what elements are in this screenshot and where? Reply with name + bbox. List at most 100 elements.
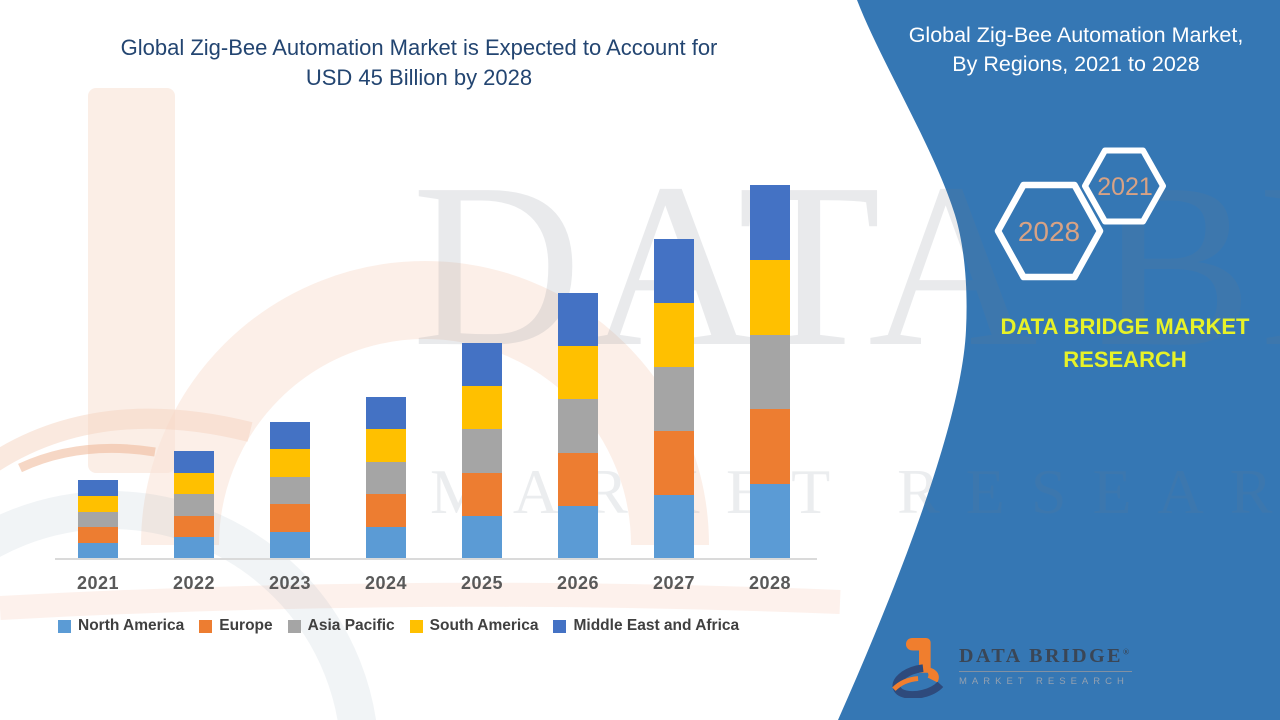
- bar-2028-segment-south-america: [750, 259, 790, 335]
- panel-title-line1: Global Zig-Bee Automation Market,: [908, 23, 1244, 47]
- legend-swatch-middle-east-and-africa: [553, 619, 567, 633]
- bar-2023: [270, 422, 310, 559]
- footer-logo: DATA BRIDGE® MARKET RESEARCH: [891, 634, 1132, 698]
- bar-2024-segment-north-america: [366, 526, 406, 559]
- watermark-underline-band: [0, 582, 841, 620]
- legend-label-south-america: South America: [429, 617, 539, 634]
- bar-2024-segment-asia-pacific: [366, 461, 406, 495]
- bar-2027-segment-north-america: [654, 495, 694, 559]
- x-axis-line: [55, 558, 817, 560]
- hexagon-2028-label: 2028: [1018, 216, 1080, 247]
- bar-2027-segment-south-america: [654, 303, 694, 367]
- xtick-2025: 2025: [460, 573, 504, 593]
- bar-2025-segment-asia-pacific: [462, 429, 502, 473]
- bar-2028: [750, 185, 790, 559]
- legend-item-europe: Europe: [199, 617, 273, 635]
- watermark-swoosh-accent: [18, 443, 156, 473]
- bar-2027-segment-middle-east-and-africa: [654, 239, 694, 303]
- bar-2027: [654, 239, 694, 559]
- bar-2021-segment-middle-east-and-africa: [78, 480, 118, 496]
- bar-2025: [462, 343, 502, 559]
- panel-title-line2: By Regions, 2021 to 2028: [952, 52, 1200, 76]
- bar-2022: [174, 451, 214, 559]
- bar-2021-segment-north-america: [78, 543, 118, 559]
- bar-2024: [366, 397, 406, 559]
- bar-2022-segment-europe: [174, 515, 214, 538]
- bar-2028-segment-north-america: [750, 484, 790, 559]
- bar-2027-segment-europe: [654, 431, 694, 495]
- bar-2023-segment-south-america: [270, 449, 310, 477]
- hexagon-2021: [1082, 147, 1166, 225]
- legend-item-middle-east-and-africa: Middle East and Africa: [553, 617, 739, 635]
- bar-2025-segment-north-america: [462, 515, 502, 559]
- legend-swatch-asia-pacific: [287, 619, 301, 633]
- panel-brand-line1: DATA BRIDGE MARKET: [1000, 314, 1250, 339]
- legend-label-north-america: North America: [78, 617, 185, 634]
- bar-2028-segment-asia-pacific: [750, 334, 790, 410]
- legend-swatch-south-america: [409, 619, 423, 633]
- bar-2026-segment-middle-east-and-africa: [558, 293, 598, 347]
- bar-2022-segment-north-america: [174, 537, 214, 559]
- xtick-2028: 2028: [748, 573, 792, 593]
- bar-2027-segment-asia-pacific: [654, 367, 694, 431]
- bar-2024-segment-middle-east-and-africa: [366, 397, 406, 430]
- bar-2028-segment-europe: [750, 409, 790, 485]
- chart-title: Global Zig-Bee Automation Market is Expe…: [38, 33, 800, 93]
- legend-item-south-america: South America: [409, 617, 539, 635]
- xtick-2027: 2027: [652, 573, 696, 593]
- watermark-swoosh: [0, 408, 253, 471]
- footer-logo-text: DATA BRIDGE® MARKET RESEARCH: [959, 645, 1132, 687]
- bar-2022-segment-asia-pacific: [174, 494, 214, 516]
- bar-2024-segment-south-america: [366, 429, 406, 462]
- legend-label-middle-east-and-africa: Middle East and Africa: [573, 617, 740, 634]
- data-bridge-logo-icon: [892, 637, 948, 698]
- bar-2021-segment-europe: [78, 527, 118, 544]
- footer-logo-name: DATA BRIDGE®: [959, 645, 1132, 672]
- legend-swatch-europe: [199, 619, 213, 633]
- bar-2025-segment-middle-east-and-africa: [462, 343, 502, 387]
- bar-2028-segment-middle-east-and-africa: [750, 185, 790, 260]
- bar-2025-segment-south-america: [462, 386, 502, 430]
- xtick-2026: 2026: [556, 573, 600, 593]
- side-panel-background: [838, 0, 1280, 720]
- panel-brand: DATA BRIDGE MARKET RESEARCH: [965, 310, 1280, 376]
- bar-2021: [78, 480, 118, 559]
- bar-2023-segment-north-america: [270, 531, 310, 559]
- bar-2023-segment-asia-pacific: [270, 476, 310, 505]
- bar-2021-segment-asia-pacific: [78, 511, 118, 528]
- bar-2026-segment-europe: [558, 452, 598, 506]
- logo-b-stem: [905, 637, 931, 673]
- logo-orange-swoosh: [892, 676, 919, 691]
- chart-legend: North America Europe Asia Pacific South Ame…: [58, 617, 828, 635]
- bar-2023-segment-middle-east-and-africa: [270, 422, 310, 450]
- bar-2024-segment-europe: [366, 494, 406, 527]
- hexagon-2021-label: 2021: [1097, 173, 1153, 201]
- watermark-b-stem: [88, 88, 175, 473]
- xtick-2021: 2021: [76, 573, 120, 593]
- bar-2026: [558, 293, 598, 559]
- legend-label-asia-pacific: Asia Pacific: [307, 617, 395, 634]
- bar-2026-segment-asia-pacific: [558, 399, 598, 453]
- legend-label-europe: Europe: [219, 617, 273, 634]
- footer-logo-name-text: DATA BRIDGE: [959, 645, 1124, 667]
- bar-2022-segment-south-america: [174, 472, 214, 495]
- bar-2026-segment-south-america: [558, 346, 598, 400]
- hexagon-year-badges: 2028 2021: [994, 147, 1166, 281]
- legend-item-asia-pacific: Asia Pacific: [287, 617, 395, 635]
- bar-2026-segment-north-america: [558, 505, 598, 559]
- bar-2021-segment-south-america: [78, 495, 118, 512]
- bar-2022-segment-middle-east-and-africa: [174, 451, 214, 473]
- hexagon-2028: [994, 181, 1104, 281]
- registered-mark: ®: [1123, 647, 1132, 657]
- logo-b-bowl: [921, 666, 939, 683]
- chart-title-line2: USD 45 Billion by 2028: [305, 65, 533, 90]
- xtick-2023: 2023: [268, 573, 312, 593]
- legend-item-north-america: North America: [58, 617, 184, 635]
- panel-brand-line2: RESEARCH: [1063, 347, 1187, 372]
- legend-swatch-north-america: [58, 619, 71, 633]
- chart-title-line1: Global Zig-Bee Automation Market is Expe…: [120, 35, 718, 60]
- panel-title: Global Zig-Bee Automation Market, By Reg…: [880, 21, 1272, 79]
